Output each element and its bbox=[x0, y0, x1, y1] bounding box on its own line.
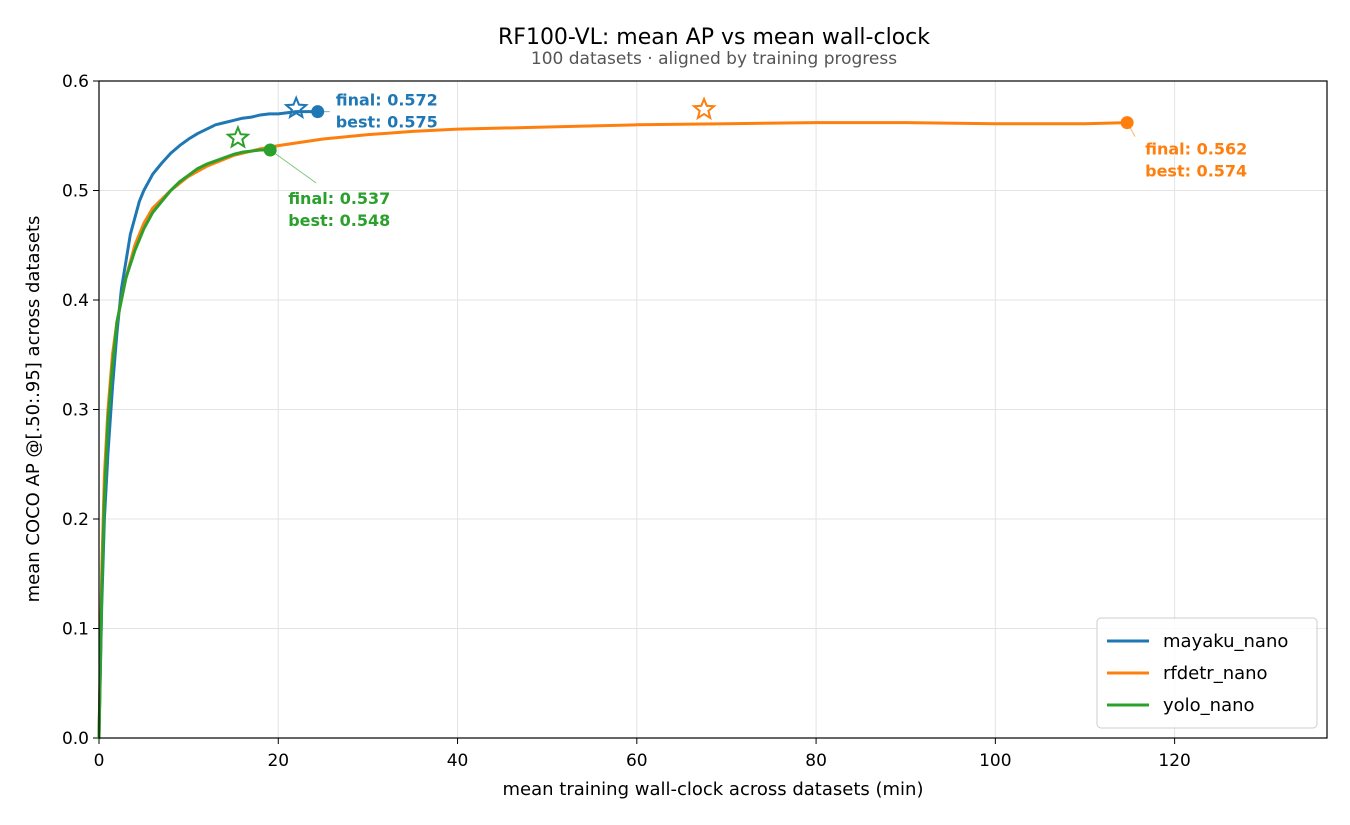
chart-subtitle: 100 datasets · aligned by training progr… bbox=[531, 49, 897, 69]
annotations: final: 0.572 best: 0.575 final: 0.562 best:… bbox=[269, 91, 1247, 230]
series-lines bbox=[97, 110, 1129, 740]
axis-ticks: 0 20 40 60 80 100 120 0.0 0.1 0.2 0.3 0.4 0.5 0.6 bbox=[62, 72, 1191, 771]
annotation-connector-yolo-nano bbox=[269, 149, 317, 184]
best-marker-rfdetr-nano bbox=[691, 96, 717, 121]
series-line-mayaku-nano bbox=[97, 110, 320, 740]
y-tick-label: 0.3 bbox=[62, 401, 89, 421]
annotation-best-mayaku-nano: best: 0.575 bbox=[336, 113, 438, 132]
y-tick-label: 0.4 bbox=[62, 291, 89, 311]
annotation-final-mayaku-nano: final: 0.572 bbox=[336, 91, 438, 110]
series-line-rfdetr-nano bbox=[97, 121, 1129, 740]
x-tick-label: 100 bbox=[979, 751, 1011, 771]
legend-box bbox=[1096, 617, 1318, 729]
x-axis-label: mean training wall-clock across datasets… bbox=[503, 779, 924, 800]
series-markers bbox=[225, 95, 1134, 157]
annotation-final-rfdetr-nano: final: 0.562 bbox=[1145, 140, 1247, 159]
best-marker-mayaku-nano bbox=[283, 95, 309, 120]
x-tick-label: 20 bbox=[267, 751, 289, 771]
y-tick-label: 0.5 bbox=[62, 182, 89, 202]
y-tick-label: 0.2 bbox=[62, 510, 89, 530]
x-tick-label: 80 bbox=[805, 751, 827, 771]
x-tick-label: 40 bbox=[447, 751, 469, 771]
x-tick-label: 120 bbox=[1158, 751, 1190, 771]
annotation-final-yolo-nano: final: 0.537 bbox=[288, 189, 390, 208]
annotation-connector-rfdetr-nano bbox=[1126, 122, 1136, 137]
annotation-best-rfdetr-nano: best: 0.574 bbox=[1145, 162, 1247, 181]
chart-title: RF100-VL: mean AP vs mean wall-clock bbox=[498, 25, 930, 50]
legend-label-mayaku-nano: mayaku_nano bbox=[1163, 631, 1288, 652]
plot-frame bbox=[98, 80, 1328, 739]
legend-label-yolo-nano: yolo_nano bbox=[1163, 695, 1255, 716]
y-tick-label: 0.0 bbox=[62, 729, 89, 749]
y-axis-label: mean COCO AP @[.50:.95] across datasets bbox=[23, 216, 44, 603]
y-tick-label: 0.6 bbox=[62, 72, 89, 92]
x-tick-label: 60 bbox=[626, 751, 648, 771]
y-tick-label: 0.1 bbox=[62, 620, 89, 640]
best-marker-yolo-nano bbox=[225, 124, 251, 149]
legend-label-rfdetr-nano: rfdetr_nano bbox=[1163, 663, 1268, 684]
x-tick-label: 0 bbox=[94, 751, 105, 771]
legend: mayaku_nano rfdetr_nano yolo_nano bbox=[1096, 617, 1318, 729]
annotation-best-yolo-nano: best: 0.548 bbox=[288, 211, 390, 230]
series-line-yolo-nano bbox=[97, 148, 272, 740]
